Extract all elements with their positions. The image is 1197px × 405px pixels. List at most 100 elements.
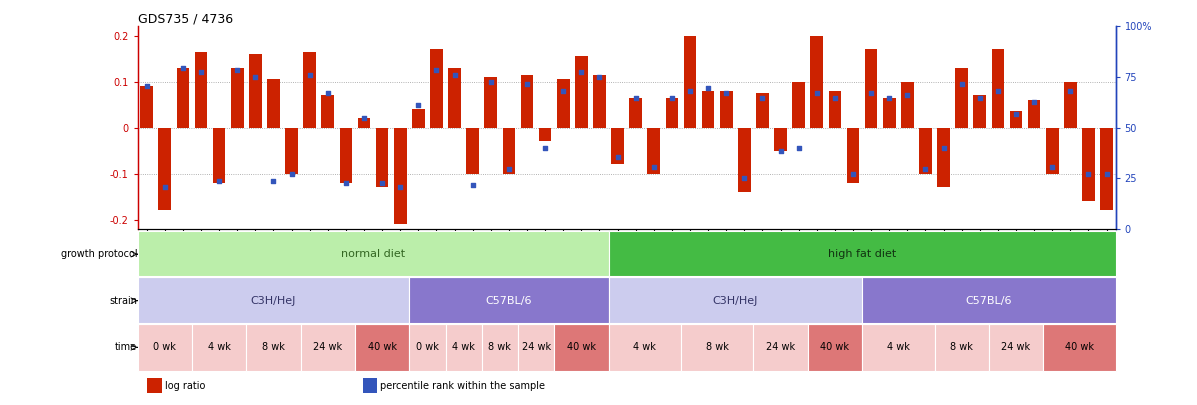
Point [771,147,790,154]
Bar [683,36,697,128]
Point [282,171,302,177]
Bar [608,324,681,371]
Bar [448,68,461,128]
Point [138,83,157,90]
Bar [1009,111,1022,128]
Bar [739,128,751,192]
Point [880,94,899,101]
Point [644,164,663,170]
Bar [810,36,824,128]
Point [156,184,175,191]
Point [717,90,736,96]
Text: 8 wk: 8 wk [488,342,511,352]
Point [390,184,409,191]
Bar [340,128,352,183]
Bar [973,95,986,128]
Point [934,145,953,151]
Point [554,87,573,94]
Text: C3H/HeJ: C3H/HeJ [251,296,296,306]
Bar [158,128,171,211]
Bar [554,324,608,371]
Text: C57BL/6: C57BL/6 [486,296,533,306]
Bar [883,98,895,128]
Point [409,101,429,108]
Bar [955,68,968,128]
Point [318,90,338,96]
Bar [267,79,280,128]
Bar [846,128,859,183]
Point [263,177,282,184]
Text: 24 wk: 24 wk [522,342,551,352]
Bar [539,128,552,141]
Point [662,94,681,101]
Bar [231,68,244,128]
Text: 0 wk: 0 wk [153,342,176,352]
Bar [481,324,518,371]
Text: 24 wk: 24 wk [766,342,795,352]
Text: normal diet: normal diet [341,249,405,259]
Bar [937,128,950,188]
Point [463,182,482,188]
Bar [1082,128,1095,201]
Bar [792,81,806,128]
Bar [177,68,189,128]
Bar [557,79,570,128]
Text: 40 wk: 40 wk [567,342,596,352]
Point [300,71,320,78]
Point [753,94,772,101]
Bar [192,324,247,371]
Text: log ratio: log ratio [165,381,206,391]
Point [989,87,1008,94]
Point [499,166,518,172]
Point [517,81,536,87]
Point [445,71,464,78]
Text: C3H/HeJ: C3H/HeJ [712,296,758,306]
Bar [147,378,162,393]
Point [1007,111,1026,117]
Bar [1028,100,1040,128]
Bar [394,128,407,224]
Bar [521,75,534,128]
Point [626,94,645,101]
Bar [303,51,316,128]
Bar [719,91,733,128]
Point [372,179,391,186]
Text: 8 wk: 8 wk [950,342,973,352]
Text: C57BL/6: C57BL/6 [966,296,1013,306]
Point [427,67,446,73]
Bar [862,277,1116,324]
Text: high fat diet: high fat diet [828,249,897,259]
Point [735,175,754,181]
Text: 24 wk: 24 wk [314,342,342,352]
Bar [919,128,931,174]
Point [1025,99,1044,105]
Bar [608,277,862,324]
Bar [594,75,606,128]
Point [699,85,718,92]
Bar [989,324,1043,371]
Point [1096,171,1116,177]
Bar [1043,324,1116,371]
Point [192,69,211,76]
Point [209,177,229,184]
Point [590,74,609,80]
Text: 40 wk: 40 wk [820,342,850,352]
Bar [1064,81,1076,128]
Bar [285,128,298,174]
Bar [575,56,588,128]
Point [1043,164,1062,170]
Bar [774,128,786,151]
Bar [901,81,913,128]
Bar [935,324,989,371]
Point [825,94,844,101]
Text: 40 wk: 40 wk [1065,342,1094,352]
Bar [430,49,443,128]
Bar [681,324,753,371]
Bar [1046,128,1058,174]
Point [572,69,591,76]
Bar [363,378,377,393]
Bar [409,324,445,371]
Point [535,145,554,151]
Bar [213,128,225,183]
Text: 4 wk: 4 wk [208,342,231,352]
